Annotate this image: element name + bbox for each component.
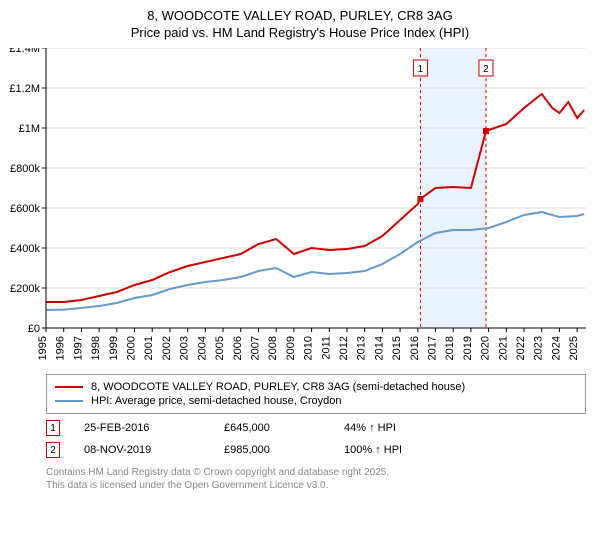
svg-text:2021: 2021 — [497, 336, 509, 360]
svg-text:1: 1 — [418, 64, 424, 75]
chart-area: £0 £200k £400k £600k £800k £1M £1.2M £1.4M 1995 1… — [8, 48, 592, 368]
marker-row: 2 08-NOV-2019£985,000100% ↑ HPI — [46, 442, 592, 458]
svg-text:2005: 2005 — [214, 336, 226, 360]
svg-text:£1M: £1M — [19, 123, 40, 135]
svg-text:£1.2M: £1.2M — [9, 83, 40, 95]
svg-text:2013: 2013 — [356, 336, 368, 360]
svg-text:2001: 2001 — [143, 336, 155, 360]
svg-text:2010: 2010 — [303, 336, 315, 360]
legend-swatch — [55, 386, 83, 388]
svg-text:2025: 2025 — [568, 336, 580, 360]
marker-rows: 1 25-FEB-2016£645,00044% ↑ HPI 2 08-NOV-201… — [8, 420, 592, 458]
marker-badge: 1 — [46, 420, 60, 436]
svg-text:2017: 2017 — [427, 336, 439, 360]
svg-text:£0: £0 — [28, 323, 40, 335]
svg-text:£200k: £200k — [10, 283, 40, 295]
svg-text:£400k: £400k — [10, 243, 40, 255]
svg-text:2019: 2019 — [462, 336, 474, 360]
title-line2: Price paid vs. HM Land Registry's House … — [8, 25, 592, 42]
svg-text:1996: 1996 — [55, 336, 67, 360]
marker-price: £985,000 — [224, 444, 344, 456]
credits: Contains HM Land Registry data © Crown c… — [46, 466, 592, 492]
svg-text:2011: 2011 — [320, 336, 332, 360]
svg-text:1998: 1998 — [90, 336, 102, 360]
marker-badge: 2 — [46, 442, 60, 458]
svg-text:2020: 2020 — [480, 336, 492, 360]
legend-swatch — [55, 400, 83, 402]
legend-label: HPI: Average price, semi-detached house,… — [91, 395, 342, 407]
legend-label: 8, WOODCOTE VALLEY ROAD, PURLEY, CR8 3AG… — [91, 381, 465, 393]
marker-hpi: 100% ↑ HPI — [344, 444, 402, 456]
marker-date: 25-FEB-2016 — [84, 422, 224, 434]
svg-text:2016: 2016 — [409, 336, 421, 360]
marker-row: 1 25-FEB-2016£645,00044% ↑ HPI — [46, 420, 592, 436]
legend-item: HPI: Average price, semi-detached house,… — [55, 395, 577, 407]
svg-text:2007: 2007 — [249, 336, 261, 360]
legend-item: 8, WOODCOTE VALLEY ROAD, PURLEY, CR8 3AG… — [55, 381, 577, 393]
svg-text:1995: 1995 — [37, 336, 49, 360]
svg-text:2014: 2014 — [373, 336, 385, 360]
svg-text:2009: 2009 — [285, 336, 297, 360]
svg-text:£800k: £800k — [10, 163, 40, 175]
svg-text:2012: 2012 — [338, 336, 350, 360]
marker-date: 08-NOV-2019 — [84, 444, 224, 456]
svg-text:1997: 1997 — [72, 336, 84, 360]
svg-text:2022: 2022 — [515, 336, 527, 360]
svg-text:2018: 2018 — [444, 336, 456, 360]
svg-text:2002: 2002 — [161, 336, 173, 360]
svg-text:2024: 2024 — [550, 336, 562, 360]
svg-text:2000: 2000 — [126, 336, 138, 360]
credits-line1: Contains HM Land Registry data © Crown c… — [46, 466, 592, 479]
svg-text:2: 2 — [483, 64, 489, 75]
chart-svg: £0 £200k £400k £600k £800k £1M £1.2M £1.4M 1995 1… — [8, 48, 594, 368]
svg-text:£1.4M: £1.4M — [9, 48, 40, 55]
svg-text:2015: 2015 — [391, 336, 403, 360]
svg-text:1999: 1999 — [108, 336, 120, 360]
svg-text:2023: 2023 — [533, 336, 545, 360]
svg-text:2006: 2006 — [232, 336, 244, 360]
legend-box: 8, WOODCOTE VALLEY ROAD, PURLEY, CR8 3AG… — [46, 374, 586, 414]
marker-hpi: 44% ↑ HPI — [344, 422, 396, 434]
svg-text:2008: 2008 — [267, 336, 279, 360]
svg-text:2004: 2004 — [196, 336, 208, 360]
credits-line2: This data is licensed under the Open Gov… — [46, 479, 592, 492]
chart-title: 8, WOODCOTE VALLEY ROAD, PURLEY, CR8 3AG… — [8, 8, 592, 42]
title-line1: 8, WOODCOTE VALLEY ROAD, PURLEY, CR8 3AG — [8, 8, 592, 25]
marker-price: £645,000 — [224, 422, 344, 434]
svg-text:2003: 2003 — [179, 336, 191, 360]
svg-text:£600k: £600k — [10, 203, 40, 215]
